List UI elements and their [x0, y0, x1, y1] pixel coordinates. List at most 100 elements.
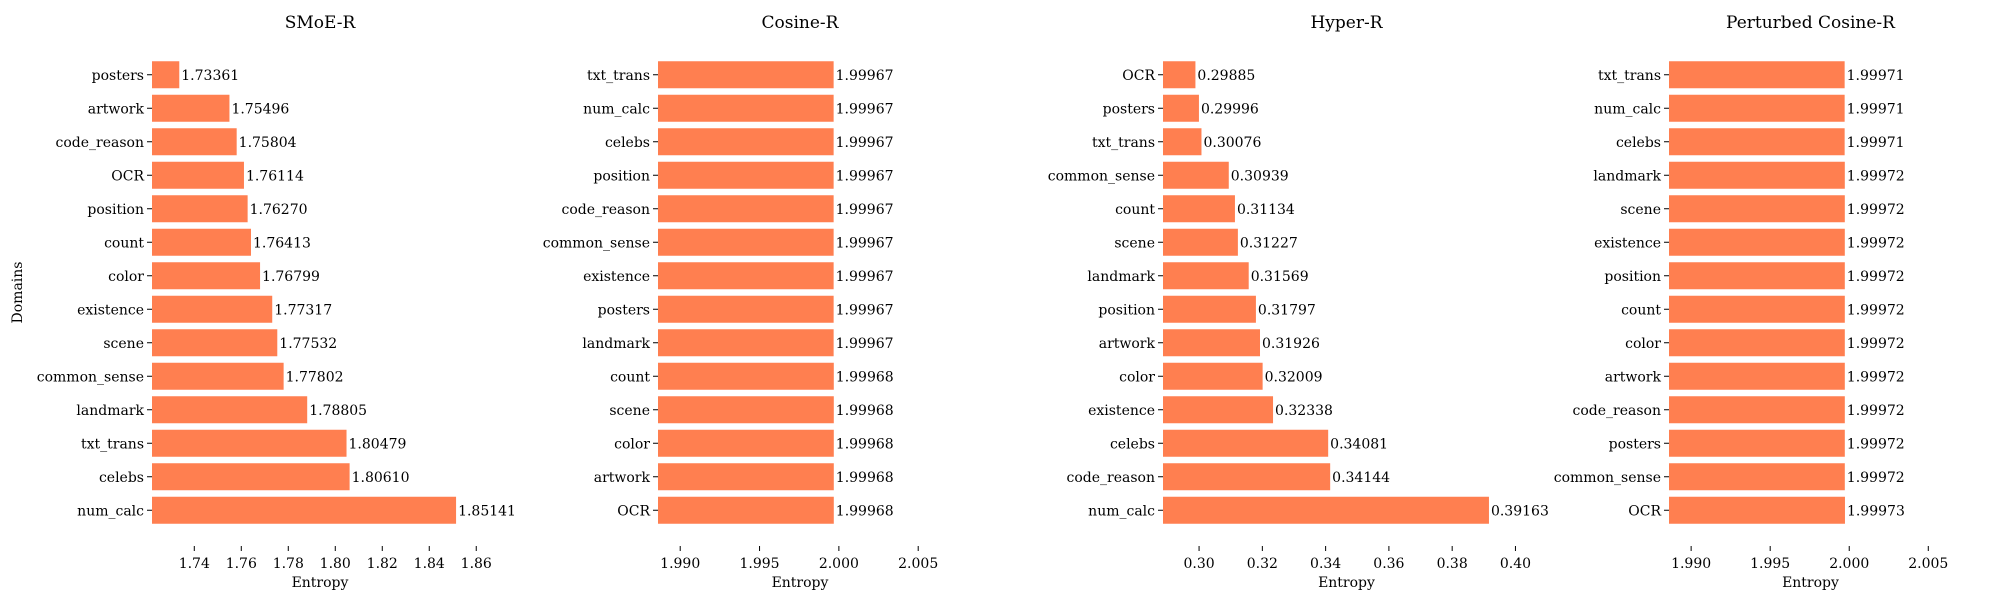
- value-label: 1.99967: [836, 135, 894, 151]
- bar-artwork: [658, 463, 834, 491]
- category-label: posters: [1609, 436, 1661, 452]
- value-label: 1.99967: [836, 202, 894, 218]
- category-label: scene: [103, 336, 144, 352]
- value-label: 1.99972: [1847, 403, 1905, 419]
- x-tick-label: 1.86: [461, 556, 492, 572]
- category-label: landmark: [582, 336, 650, 352]
- bar-num_calc: [152, 496, 457, 524]
- category-label: code_reason: [562, 202, 650, 218]
- value-label: 1.99967: [836, 235, 894, 251]
- x-tick-label: 0.34: [1310, 556, 1341, 572]
- x-tick-label: 2.005: [1908, 556, 1948, 572]
- category-label: OCR: [1122, 68, 1155, 84]
- category-label: num_calc: [77, 503, 144, 519]
- category-label: OCR: [111, 168, 144, 184]
- bar-count: [152, 228, 251, 256]
- value-label: 1.73361: [181, 68, 239, 84]
- bar-celebs: [658, 128, 834, 156]
- category-label: posters: [92, 68, 144, 84]
- value-label: 0.29885: [1197, 68, 1255, 84]
- value-label: 0.34081: [1330, 436, 1388, 452]
- category-label: celebs: [99, 470, 144, 486]
- bar-position: [1669, 262, 1845, 290]
- bar-num_calc: [658, 94, 834, 122]
- value-label: 1.99967: [836, 302, 894, 318]
- bar-celebs: [1163, 429, 1329, 457]
- value-label: 0.34144: [1332, 470, 1390, 486]
- bar-position: [658, 161, 834, 189]
- bar-OCR: [1669, 496, 1845, 524]
- category-label: scene: [1620, 202, 1661, 218]
- category-label: artwork: [88, 101, 145, 117]
- bar-count: [1669, 295, 1845, 323]
- category-label: artwork: [594, 470, 651, 486]
- category-label: color: [614, 436, 650, 452]
- value-label: 1.99968: [836, 503, 894, 519]
- value-label: 1.99971: [1847, 135, 1905, 151]
- bar-scene: [658, 396, 834, 424]
- x-tick-label: 2.005: [898, 556, 938, 572]
- category-label: celebs: [605, 135, 650, 151]
- x-axis-label: Entropy: [772, 575, 829, 591]
- bar-landmark: [1669, 161, 1845, 189]
- panel-hyper-r: Hyper-R Entropy OCR 0.29885 posters 0.29996…: [1048, 13, 1549, 591]
- value-label: 1.77802: [286, 369, 344, 385]
- bar-txt_trans: [658, 61, 834, 89]
- x-tick-label: 1.74: [179, 556, 210, 572]
- y-axis-label: Domains: [10, 262, 26, 324]
- x-axis-label: Entropy: [1318, 575, 1375, 591]
- value-label: 0.39163: [1491, 503, 1549, 519]
- bar-artwork: [152, 94, 230, 122]
- bar-artwork: [1669, 362, 1845, 390]
- value-label: 1.99968: [836, 470, 894, 486]
- value-label: 1.99972: [1847, 302, 1905, 318]
- x-tick-label: 0.36: [1373, 556, 1404, 572]
- category-label: landmark: [76, 403, 144, 419]
- value-label: 1.99972: [1847, 269, 1905, 285]
- value-label: 0.31797: [1258, 302, 1316, 318]
- bar-posters: [152, 61, 180, 89]
- chart-title: SMoE-R: [285, 13, 357, 33]
- category-label: color: [108, 269, 144, 285]
- category-label: landmark: [1087, 269, 1155, 285]
- category-label: common_sense: [37, 369, 144, 385]
- value-label: 1.99972: [1847, 168, 1905, 184]
- x-tick-label: 1.995: [1750, 556, 1790, 572]
- bar-code_reason: [658, 195, 834, 223]
- category-label: position: [87, 202, 144, 218]
- bar-existence: [152, 295, 273, 323]
- bar-count: [1163, 195, 1235, 223]
- bar-artwork: [1163, 329, 1261, 357]
- bar-color: [658, 429, 834, 457]
- bar-count: [658, 362, 834, 390]
- value-label: 1.99971: [1847, 101, 1905, 117]
- value-label: 1.76114: [246, 168, 304, 184]
- value-label: 0.32338: [1275, 403, 1333, 419]
- bar-txt_trans: [152, 429, 347, 457]
- chart-title: Perturbed Cosine-R: [1726, 13, 1896, 33]
- bar-common_sense: [1163, 161, 1229, 189]
- value-label: 0.32009: [1265, 369, 1323, 385]
- value-label: 0.31926: [1262, 336, 1320, 352]
- category-label: code_reason: [56, 135, 144, 151]
- value-label: 1.99967: [836, 68, 894, 84]
- x-tick-label: 0.38: [1437, 556, 1468, 572]
- bar-landmark: [152, 396, 308, 424]
- bar-celebs: [152, 463, 350, 491]
- bar-scene: [1163, 228, 1238, 256]
- value-label: 1.99972: [1847, 470, 1905, 486]
- value-label: 1.99968: [836, 403, 894, 419]
- category-label: landmark: [1593, 168, 1661, 184]
- value-label: 1.76799: [262, 269, 320, 285]
- x-axis-label: Entropy: [292, 575, 349, 591]
- value-label: 1.99972: [1847, 202, 1905, 218]
- category-label: existence: [1088, 403, 1155, 419]
- category-label: count: [104, 235, 144, 251]
- value-label: 1.99968: [836, 369, 894, 385]
- x-axis-label: Entropy: [1782, 575, 1839, 591]
- bar-color: [152, 262, 261, 290]
- category-label: OCR: [1628, 503, 1661, 519]
- panel-cosine-r: Cosine-R Entropy txt_trans 1.99967 num_cal…: [543, 13, 938, 591]
- bar-posters: [1163, 94, 1199, 122]
